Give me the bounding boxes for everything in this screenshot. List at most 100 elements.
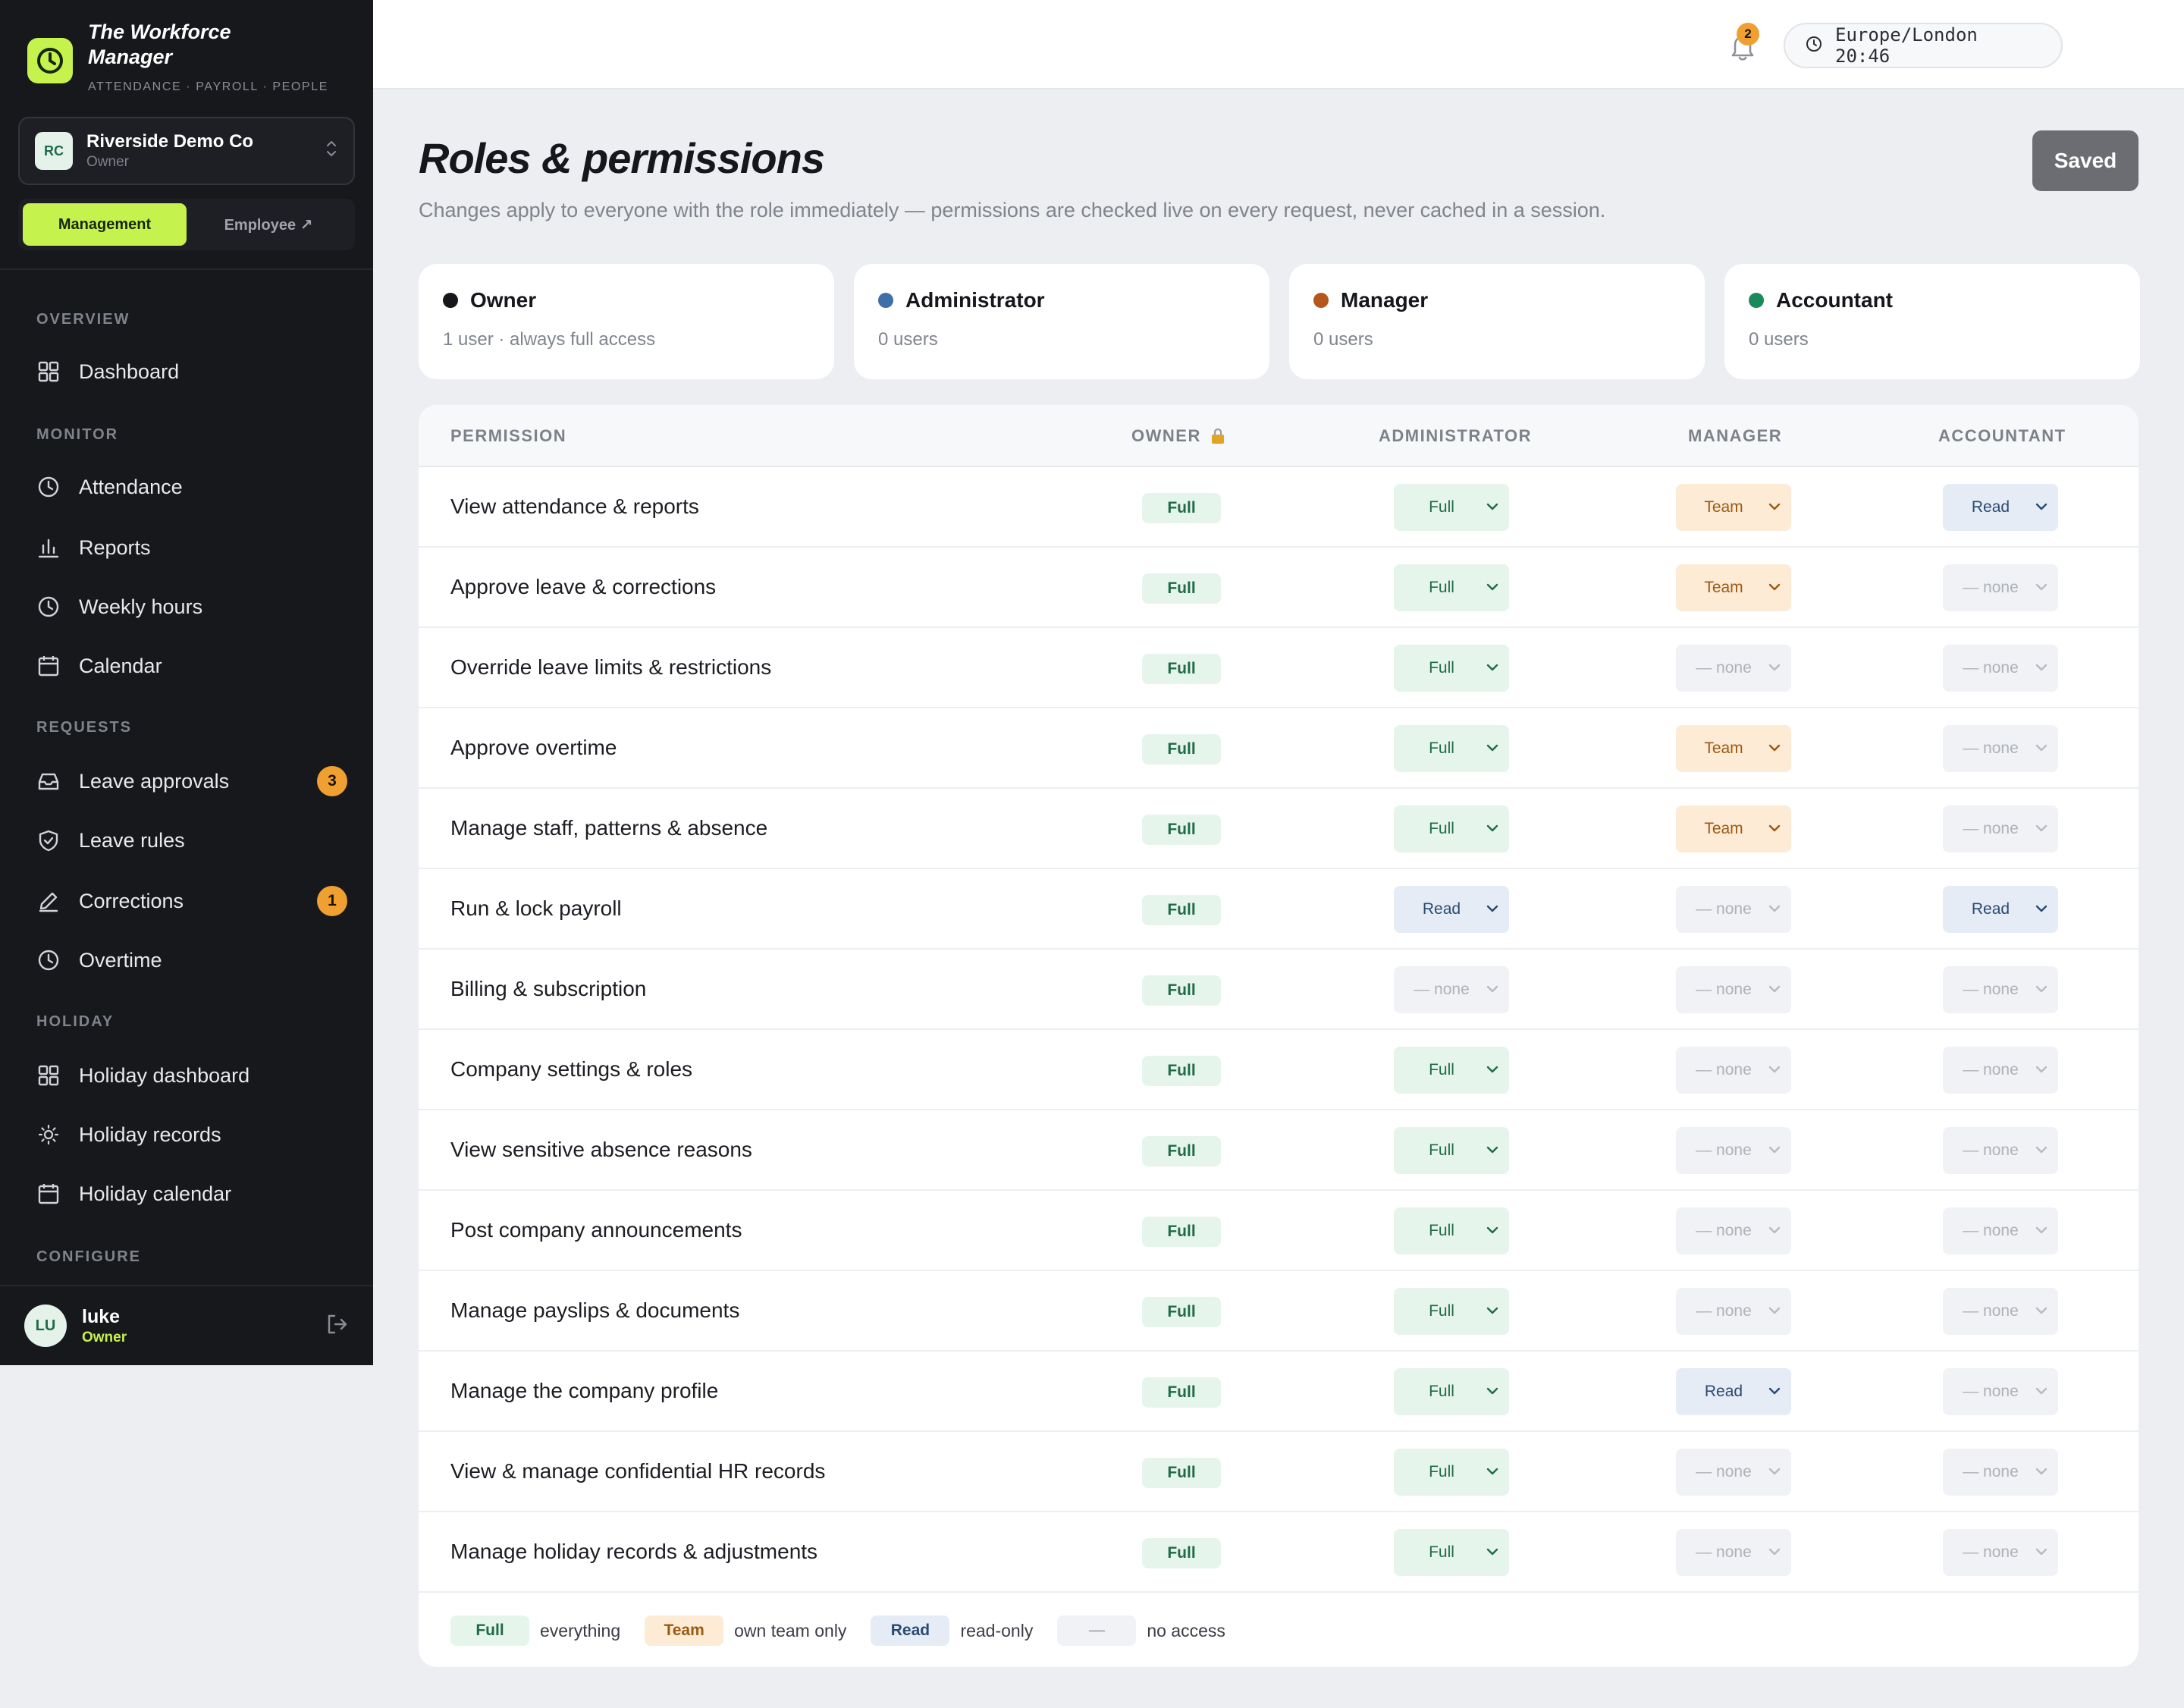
role-card-owner[interactable]: Owner 1 user · always full access [419, 264, 834, 379]
sidebar-item-corrections[interactable]: Corrections 1 [36, 884, 347, 918]
administrator-level-select[interactable]: Full [1394, 1207, 1509, 1254]
administrator-level-select[interactable]: Full [1394, 805, 1509, 852]
sun-icon [36, 1122, 61, 1147]
role-user-count: 0 users [1749, 329, 1809, 350]
chevron-down-icon [2034, 1223, 2049, 1238]
sidebar-item-weekly-hours[interactable]: Weekly hours [36, 590, 347, 623]
accountant-level-select[interactable]: — none [1943, 1047, 2058, 1094]
saved-button[interactable]: Saved [2032, 130, 2138, 191]
company-switcher[interactable]: RC Riverside Demo Co Owner [18, 117, 355, 185]
accountant-level-select[interactable]: — none [1943, 645, 2058, 692]
administrator-level-select[interactable]: Full [1394, 1529, 1509, 1576]
accountant-level-select[interactable]: — none [1943, 1207, 2058, 1254]
manager-level-select[interactable]: Read [1676, 1368, 1791, 1415]
grid-icon [36, 359, 61, 384]
administrator-level-select[interactable]: Full [1394, 1449, 1509, 1496]
accountant-level-value: — none [1963, 659, 2019, 677]
accountant-level-select[interactable]: Read [1943, 484, 2058, 531]
sidebar-item-leave-rules[interactable]: Leave rules [36, 824, 347, 857]
clock-logo-icon [27, 38, 73, 83]
sidebar-item-holiday-dashboard[interactable]: Holiday dashboard [36, 1059, 347, 1092]
role-color-dot [1313, 293, 1329, 308]
accountant-level-select[interactable]: — none [1943, 725, 2058, 772]
administrator-level-select[interactable]: Full [1394, 1368, 1509, 1415]
manager-level-select[interactable]: — none [1676, 1529, 1791, 1576]
administrator-level-select[interactable]: Full [1394, 1288, 1509, 1335]
role-card-accountant[interactable]: Accountant 0 users [1724, 264, 2140, 379]
owner-level-pill: Full [1142, 1297, 1221, 1327]
administrator-level-select[interactable]: Full [1394, 564, 1509, 611]
chevron-down-icon [1485, 660, 1500, 675]
avatar: LU [24, 1305, 67, 1347]
sidebar-item-holiday-calendar[interactable]: Holiday calendar [36, 1177, 347, 1210]
chevron-down-icon [1767, 1383, 1782, 1399]
manager-level-select[interactable]: — none [1676, 1449, 1791, 1496]
table-row: Post company announcements Full Full — none… [419, 1191, 2138, 1271]
sidebar-item-holiday-records[interactable]: Holiday records [36, 1118, 347, 1151]
administrator-level-select[interactable]: Full [1394, 1127, 1509, 1174]
table-header: PERMISSION OWNER ADMINISTRATOR MANAGER A… [419, 405, 2138, 467]
table-row: View sensitive absence reasons Full Full — … [419, 1110, 2138, 1191]
sidebar-item-attendance[interactable]: Attendance [36, 470, 347, 504]
manager-level-select[interactable]: — none [1676, 1207, 1791, 1254]
manager-level-value: Team [1704, 579, 1743, 596]
chevron-down-icon [1767, 1142, 1782, 1157]
role-card-administrator[interactable]: Administrator 0 users [854, 264, 1269, 379]
manager-level-value: — none [1696, 1543, 1752, 1561]
manager-level-select[interactable]: Team [1676, 805, 1791, 852]
administrator-level-select[interactable]: Full [1394, 484, 1509, 531]
sidebar-item-dashboard[interactable]: Dashboard [36, 355, 347, 388]
accountant-level-select[interactable]: — none [1943, 1529, 2058, 1576]
accountant-level-select[interactable]: — none [1943, 1449, 2058, 1496]
manager-level-select[interactable]: Team [1676, 725, 1791, 772]
logout-icon[interactable] [325, 1312, 349, 1340]
administrator-level-value: Full [1429, 1543, 1454, 1561]
accountant-level-select[interactable]: Read [1943, 886, 2058, 933]
notifications-count-badge: 2 [1737, 23, 1759, 46]
role-name: Manager [1341, 288, 1429, 312]
chevron-down-icon [1767, 1544, 1782, 1559]
sidebar-item-reports[interactable]: Reports [36, 531, 347, 564]
manager-level-select[interactable]: — none [1676, 1127, 1791, 1174]
manager-level-value: — none [1696, 1222, 1752, 1239]
sidebar-item-calendar[interactable]: Calendar [36, 649, 347, 683]
administrator-level-select[interactable]: Full [1394, 645, 1509, 692]
chevron-down-icon [1485, 740, 1500, 755]
accountant-level-select[interactable]: — none [1943, 805, 2058, 852]
accountant-level-select[interactable]: — none [1943, 1288, 2058, 1335]
manager-level-select[interactable]: Team [1676, 484, 1791, 531]
manager-level-select[interactable]: Team [1676, 564, 1791, 611]
administrator-level-value: Read [1422, 900, 1461, 918]
administrator-level-select[interactable]: Full [1394, 725, 1509, 772]
chevron-down-icon [2034, 1383, 2049, 1399]
owner-level-pill: Full [1142, 1056, 1221, 1086]
owner-level-pill: Full [1142, 734, 1221, 765]
accountant-level-select[interactable]: — none [1943, 1127, 2058, 1174]
sidebar-item-label: Holiday dashboard [79, 1063, 250, 1087]
accountant-level-select[interactable]: — none [1943, 1368, 2058, 1415]
manager-level-select[interactable]: — none [1676, 1047, 1791, 1094]
sidebar-item-leave-approvals[interactable]: Leave approvals 3 [36, 765, 347, 798]
administrator-level-select[interactable]: Read [1394, 886, 1509, 933]
role-name: Owner [470, 288, 537, 312]
administrator-level-select[interactable]: — none [1394, 966, 1509, 1013]
manager-level-select[interactable]: — none [1676, 645, 1791, 692]
legend-text-team: own team only [734, 1620, 847, 1640]
management-mode-button[interactable]: Management [23, 203, 187, 246]
legend-text-none: no access [1147, 1620, 1225, 1640]
accountant-level-select[interactable]: — none [1943, 564, 2058, 611]
sidebar-item-overtime[interactable]: Overtime [36, 943, 347, 977]
role-card-manager[interactable]: Manager 0 users [1289, 264, 1705, 379]
manager-level-select[interactable]: — none [1676, 1288, 1791, 1335]
manager-level-select[interactable]: — none [1676, 886, 1791, 933]
manager-level-select[interactable]: — none [1676, 966, 1791, 1013]
accountant-level-value: — none [1963, 1463, 2019, 1480]
chevron-down-icon [2034, 1062, 2049, 1077]
accountant-level-value: — none [1963, 1141, 2019, 1159]
legend-pill-read: Read [871, 1615, 950, 1646]
nav-section-overview: OVERVIEW [36, 311, 130, 328]
administrator-level-select[interactable]: Full [1394, 1047, 1509, 1094]
accountant-level-select[interactable]: — none [1943, 966, 2058, 1013]
chevron-down-icon [2034, 1142, 2049, 1157]
employee-mode-button[interactable]: Employee ↗ [224, 216, 313, 234]
